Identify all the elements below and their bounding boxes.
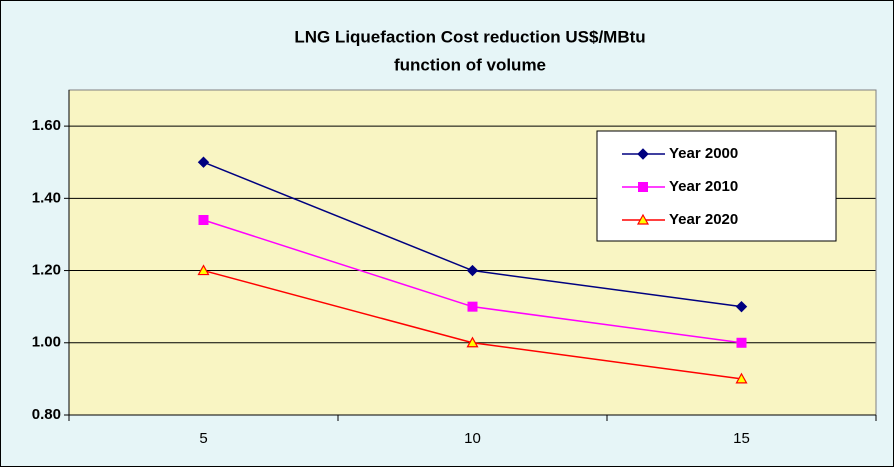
- y-tick-label: 1.20: [32, 262, 61, 279]
- x-tick-label: 15: [733, 430, 750, 447]
- marker: [466, 336, 479, 348]
- marker: [638, 182, 648, 192]
- marker: [637, 148, 649, 160]
- x-tick-label: 5: [199, 430, 207, 447]
- marker: [636, 213, 650, 225]
- marker: [735, 372, 748, 384]
- y-tick-label: 1.40: [32, 189, 61, 206]
- legend: [596, 130, 837, 242]
- marker: [467, 301, 478, 312]
- marker: [466, 264, 479, 277]
- marker: [736, 337, 747, 348]
- y-tick-label: 1.60: [32, 117, 61, 134]
- chart-title: LNG Liquefaction Cost reduction US$/MBtu: [294, 27, 645, 46]
- legend-label: Year 2000: [669, 145, 738, 162]
- marker: [197, 264, 210, 276]
- x-tick-label: 10: [464, 430, 481, 447]
- marker: [198, 215, 209, 225]
- y-tick-label: 0.80: [32, 406, 61, 423]
- chart-title: function of volume: [394, 55, 546, 74]
- legend-label: Year 2020: [669, 211, 738, 228]
- y-tick-label: 1.00: [32, 334, 61, 351]
- marker: [735, 300, 748, 313]
- marker: [197, 156, 210, 168]
- legend-label: Year 2010: [669, 178, 738, 195]
